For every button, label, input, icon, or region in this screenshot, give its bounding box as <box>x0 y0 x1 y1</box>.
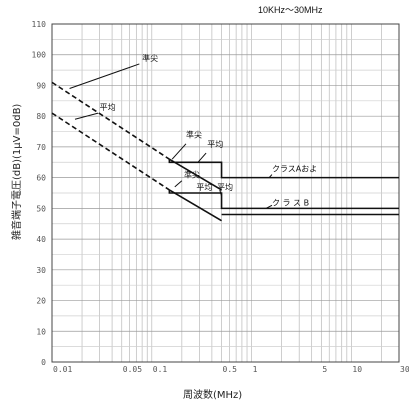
annotation-label: ク ラ ス B <box>272 198 309 207</box>
x-tick-label: 1 <box>253 365 258 374</box>
annotation-label: 平均 <box>217 182 233 192</box>
y-tick-label: 40 <box>36 235 46 244</box>
y-tick-label: 50 <box>36 204 46 213</box>
y-tick-label: 0 <box>41 358 46 367</box>
y-tick-label: 100 <box>32 51 47 60</box>
annotation-leader <box>265 204 273 209</box>
y-tick-label: 70 <box>36 143 46 152</box>
annotation-label: 平均 <box>100 102 116 112</box>
annotation-leader <box>69 63 140 89</box>
annotation-leader <box>197 152 207 163</box>
plot-frame <box>51 23 400 363</box>
annotation-label: 準尖 <box>142 53 158 63</box>
annotation-leader <box>74 112 99 120</box>
annotation-leader <box>174 180 183 188</box>
annotation-leader <box>171 143 187 160</box>
x-tick-label: 0.1 <box>153 365 168 374</box>
x-tick-label: 0.01 <box>53 365 72 374</box>
annotation-label: 準尖 <box>184 170 200 180</box>
annotation-leader <box>219 189 223 197</box>
x-axis-label: 周波数(MHz) <box>183 390 243 401</box>
series-line <box>168 158 222 191</box>
y-tick-label: 110 <box>32 20 47 29</box>
y-tick-label: 90 <box>36 81 46 90</box>
series-line <box>168 189 399 210</box>
annotation-leader <box>268 174 273 178</box>
series-line <box>168 189 222 222</box>
x-tick-label: 10 <box>352 365 362 374</box>
x-tick-label: 5 <box>322 365 327 374</box>
y-axis-label: 雑音端子電圧(dB)(1μV=0dB) <box>12 103 23 240</box>
y-tick-label: 20 <box>36 297 46 306</box>
series-line <box>51 81 170 160</box>
y-tick-label: 80 <box>36 112 46 121</box>
annotation-label: 準尖 <box>186 130 202 140</box>
y-tick-label: 60 <box>36 174 46 183</box>
annotation-label: 平均 <box>207 139 223 149</box>
x-tick-label: 0.05 <box>123 365 142 374</box>
series-line <box>168 159 399 179</box>
y-tick-label: 30 <box>36 266 46 275</box>
annotation-label: 平均 <box>196 182 212 192</box>
y-tick-label: 10 <box>36 327 46 336</box>
chart-title: 10KHz〜30MHz <box>258 5 323 15</box>
series-line <box>51 112 170 191</box>
annotation-label: クラスAおよ <box>272 164 317 173</box>
x-tick-label: 30 <box>400 365 409 374</box>
x-tick-label: 0.5 <box>223 365 238 374</box>
